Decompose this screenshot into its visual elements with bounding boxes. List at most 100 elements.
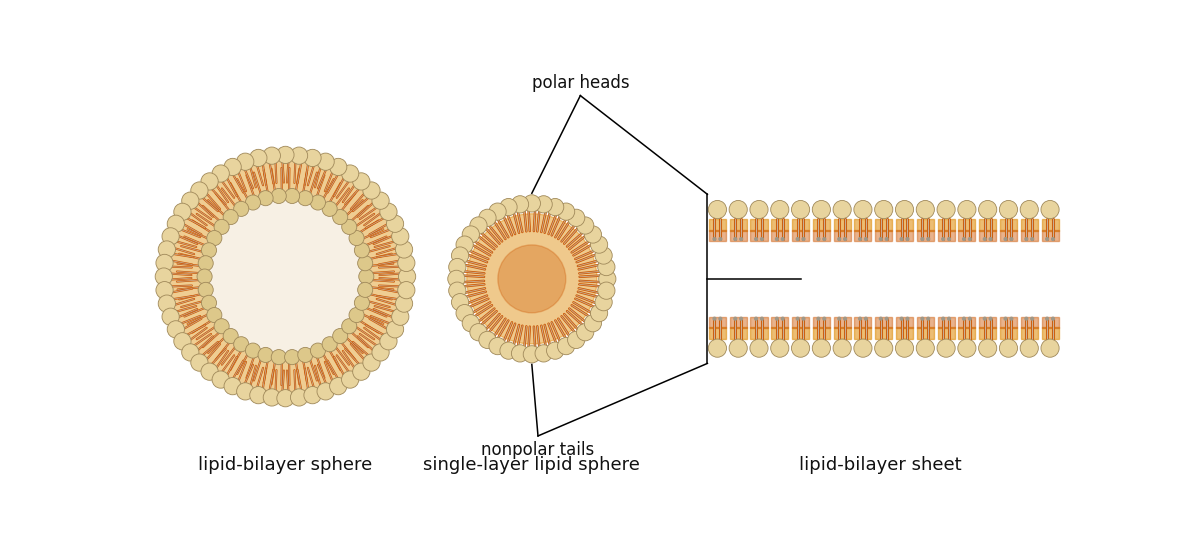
Circle shape xyxy=(523,195,540,212)
Circle shape xyxy=(937,200,955,219)
Circle shape xyxy=(708,200,726,219)
Circle shape xyxy=(250,387,266,404)
Circle shape xyxy=(162,308,179,326)
Circle shape xyxy=(467,214,596,344)
Circle shape xyxy=(359,269,374,284)
Circle shape xyxy=(349,307,364,322)
Circle shape xyxy=(332,328,348,343)
Circle shape xyxy=(372,344,389,361)
Circle shape xyxy=(191,182,208,199)
Circle shape xyxy=(342,219,356,234)
Circle shape xyxy=(937,339,955,357)
Bar xyxy=(812,317,830,328)
Circle shape xyxy=(948,318,950,320)
Circle shape xyxy=(598,259,614,276)
Bar xyxy=(1000,317,1016,328)
Circle shape xyxy=(802,238,805,240)
Circle shape xyxy=(1045,318,1049,320)
Circle shape xyxy=(833,339,851,357)
Circle shape xyxy=(880,318,882,320)
Circle shape xyxy=(823,238,826,240)
Bar xyxy=(959,230,976,241)
Circle shape xyxy=(797,238,799,240)
Circle shape xyxy=(456,305,473,322)
Bar xyxy=(772,230,788,241)
Circle shape xyxy=(1045,238,1049,240)
Circle shape xyxy=(968,238,971,240)
Bar xyxy=(834,317,851,328)
Circle shape xyxy=(989,238,992,240)
Bar xyxy=(772,219,788,231)
Circle shape xyxy=(398,268,415,285)
Bar xyxy=(812,327,830,339)
Circle shape xyxy=(353,173,370,190)
Bar xyxy=(854,219,871,231)
Circle shape xyxy=(590,305,607,322)
Circle shape xyxy=(568,209,584,226)
Circle shape xyxy=(236,153,254,170)
Circle shape xyxy=(290,389,307,406)
Circle shape xyxy=(157,148,414,405)
Circle shape xyxy=(802,318,805,320)
Circle shape xyxy=(761,238,763,240)
Circle shape xyxy=(479,209,496,226)
Circle shape xyxy=(200,363,218,380)
Bar xyxy=(1042,230,1058,241)
Circle shape xyxy=(500,199,517,215)
Circle shape xyxy=(595,294,612,311)
Circle shape xyxy=(258,191,274,206)
Circle shape xyxy=(332,210,348,225)
Circle shape xyxy=(330,158,347,176)
Circle shape xyxy=(224,158,241,176)
Bar xyxy=(875,230,893,241)
Circle shape xyxy=(880,238,882,240)
Circle shape xyxy=(875,200,893,219)
Circle shape xyxy=(546,342,564,359)
Bar xyxy=(937,327,955,339)
Circle shape xyxy=(761,318,763,320)
Circle shape xyxy=(354,295,370,310)
Bar xyxy=(917,230,934,241)
Bar xyxy=(1021,219,1038,231)
Circle shape xyxy=(479,331,496,348)
Bar xyxy=(709,327,726,339)
Bar xyxy=(750,219,768,231)
Circle shape xyxy=(962,318,965,320)
Circle shape xyxy=(781,238,784,240)
Circle shape xyxy=(1051,318,1055,320)
Bar xyxy=(854,317,871,328)
Circle shape xyxy=(162,228,179,245)
Bar xyxy=(1042,317,1058,328)
Circle shape xyxy=(906,318,908,320)
Circle shape xyxy=(223,210,239,225)
Circle shape xyxy=(535,345,552,362)
Circle shape xyxy=(948,238,950,240)
Bar xyxy=(709,317,726,328)
Circle shape xyxy=(311,343,325,358)
Circle shape xyxy=(380,333,397,350)
Circle shape xyxy=(236,383,254,400)
Bar xyxy=(792,327,809,339)
Bar xyxy=(979,230,996,241)
Circle shape xyxy=(358,256,373,271)
Circle shape xyxy=(598,282,614,299)
Circle shape xyxy=(775,318,779,320)
Circle shape xyxy=(838,318,841,320)
Circle shape xyxy=(1031,238,1033,240)
Bar xyxy=(875,327,893,339)
Circle shape xyxy=(358,282,373,298)
Circle shape xyxy=(451,247,469,264)
Circle shape xyxy=(342,371,359,388)
Circle shape xyxy=(372,192,389,210)
Circle shape xyxy=(792,200,810,219)
Circle shape xyxy=(167,215,185,232)
Bar xyxy=(834,219,851,231)
Bar xyxy=(979,219,996,231)
Circle shape xyxy=(568,331,584,348)
Circle shape xyxy=(958,200,976,219)
Bar xyxy=(896,317,913,328)
Bar xyxy=(959,317,976,328)
Circle shape xyxy=(926,238,930,240)
Circle shape xyxy=(470,217,487,234)
Bar xyxy=(875,219,893,231)
